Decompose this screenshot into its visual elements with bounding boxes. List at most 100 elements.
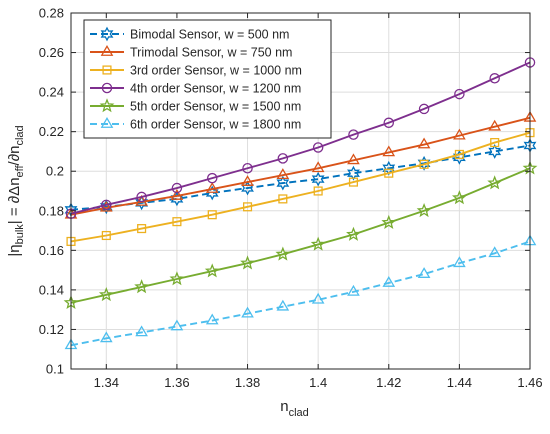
triangle-marker: [382, 275, 396, 287]
triangle-marker: [205, 313, 219, 325]
circle-marker: [171, 182, 183, 194]
square-marker: [313, 186, 323, 196]
triangle-marker: [417, 137, 431, 149]
series-line: [70, 167, 531, 304]
legend-entry: 5th order Sensor, w = 1500 nm: [90, 98, 301, 114]
star-marker: [416, 203, 432, 218]
circle-marker: [136, 191, 147, 203]
legend-label: 5th order Sensor, w = 1500 nm: [130, 100, 301, 114]
y-tick-label: 0.1: [46, 362, 64, 377]
x-axis-label: nclad: [280, 398, 309, 419]
circle-marker: [101, 199, 112, 211]
series-line: [70, 240, 531, 347]
hexagram-marker: [382, 160, 396, 176]
series-3: [66, 128, 535, 246]
circle-marker: [206, 172, 218, 184]
triangle-marker: [382, 145, 396, 157]
triangle-marker: [241, 175, 254, 186]
circle-marker: [101, 82, 113, 94]
triangle-marker: [170, 188, 184, 200]
x-tick-label: 1.46: [517, 375, 542, 390]
legend-entry: 4th order Sensor, w = 1200 nm: [90, 82, 301, 96]
square-marker: [490, 137, 500, 148]
triangle-marker: [135, 325, 148, 337]
square-marker: [102, 65, 112, 75]
series-line: [70, 61, 531, 215]
series-5: [63, 160, 538, 310]
circle-marker: [454, 88, 465, 100]
y-tick-label: 0.12: [39, 322, 64, 337]
legend-entry: 3rd order Sensor, w = 1000 nm: [90, 64, 302, 78]
hexagram-marker: [417, 155, 431, 171]
square-marker: [137, 224, 147, 234]
triangle-marker: [311, 292, 325, 304]
star-marker: [346, 226, 361, 241]
square-marker: [348, 177, 359, 187]
x-tick-labels: 1.34 1.36 1.38 1.4 1.42 1.44 1.46: [94, 375, 543, 390]
series-6: [64, 234, 537, 350]
series-line: [70, 131, 531, 243]
triangle-marker: [347, 153, 360, 165]
axes-frame: [70, 12, 531, 370]
y-tick-labels: 0.1 0.12 0.14 0.16 0.18 0.2 0.22 0.24 0.26 0.28: [39, 6, 64, 377]
triangle-marker: [276, 168, 290, 180]
triangle-marker: [170, 319, 184, 331]
hexagram-marker: [488, 144, 502, 159]
x-tick-label: 1.34: [94, 375, 119, 390]
triangle-marker: [99, 200, 113, 212]
legend-label: Bimodal Sensor, w = 500 nm: [130, 28, 289, 42]
triangle-marker: [488, 119, 502, 131]
y-tick-label: 0.22: [39, 124, 64, 139]
x-tick-label: 1.44: [447, 375, 472, 390]
star-marker: [451, 190, 467, 205]
hexagram-marker: [135, 195, 149, 211]
circle-marker: [489, 73, 500, 84]
star-marker: [275, 246, 291, 261]
y-tick-label: 0.2: [46, 164, 64, 179]
y-tick-label: 0.16: [39, 243, 64, 258]
y-tick-label: 0.26: [39, 45, 64, 60]
square-marker: [419, 159, 429, 169]
legend-box: [83, 19, 332, 139]
square-marker: [454, 149, 464, 159]
star-marker: [204, 263, 220, 278]
circle-marker: [312, 142, 324, 153]
circle-marker: [383, 117, 395, 129]
legend-label: Trimodal Sensor, w = 750 nm: [130, 46, 292, 60]
triangle-marker: [453, 128, 466, 140]
star-marker: [240, 255, 255, 270]
y-tick-label: 0.28: [39, 6, 64, 21]
y-tick-label: 0.18: [39, 203, 64, 218]
square-marker: [207, 210, 217, 220]
star-marker: [169, 271, 185, 286]
star-marker: [134, 279, 150, 294]
square-marker: [242, 202, 253, 212]
star-marker: [310, 236, 326, 251]
legend: Bimodal Sensor, w = 500 nm Trimodal Senso…: [83, 19, 332, 139]
star-marker: [99, 98, 115, 113]
y-axis-label: |ηbulk| = ∂Δneff/∂nclad: [6, 125, 26, 256]
square-marker: [278, 194, 288, 204]
hexagram-marker: [276, 175, 290, 191]
y-tick-label: 0.24: [39, 85, 64, 100]
tick-marks: [71, 12, 531, 370]
triangle-marker: [99, 331, 113, 343]
hexagram-marker: [311, 171, 325, 187]
series-group: [63, 57, 538, 350]
series-2: [64, 110, 537, 219]
triangle-marker: [241, 306, 254, 318]
circle-marker: [348, 129, 359, 140]
legend-label: 6th order Sensor, w = 1800 nm: [130, 118, 301, 132]
legend-entry: Bimodal Sensor, w = 500 nm: [90, 26, 289, 42]
circle-marker: [277, 153, 289, 164]
square-marker: [172, 217, 182, 227]
triangle-marker: [453, 256, 466, 268]
triangle-marker: [347, 284, 360, 296]
triangle-marker: [100, 45, 114, 56]
series-line: [70, 144, 531, 211]
legend-label: 4th order Sensor, w = 1200 nm: [130, 82, 301, 96]
triangle-marker: [417, 267, 431, 278]
star-marker: [487, 175, 503, 190]
x-tick-label: 1.36: [164, 375, 189, 390]
